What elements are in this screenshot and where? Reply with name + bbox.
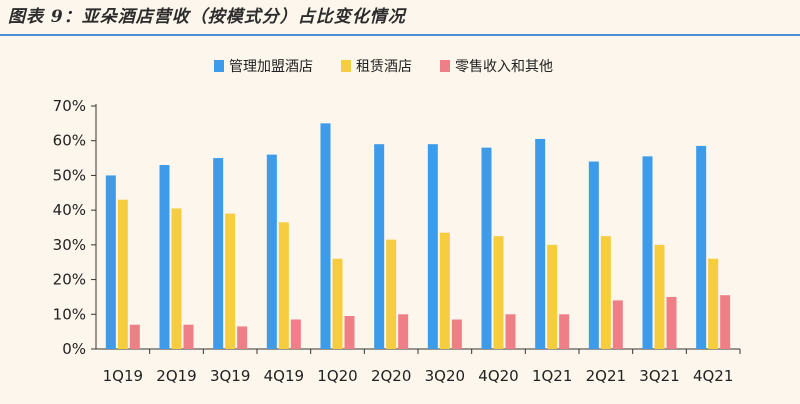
bar bbox=[290, 319, 301, 349]
x-tick-label: 4Q19 bbox=[264, 367, 304, 385]
bar bbox=[696, 145, 707, 349]
figure-title: 图表 9：亚朵酒店营收（按模式分）占比变化情况 bbox=[8, 7, 406, 27]
y-tick-label: 10% bbox=[53, 305, 86, 323]
bar bbox=[439, 232, 450, 349]
bar bbox=[225, 213, 236, 349]
y-tick-label: 0% bbox=[62, 340, 86, 358]
bar bbox=[159, 165, 170, 349]
bar bbox=[666, 296, 677, 349]
bar bbox=[117, 199, 128, 349]
bar bbox=[720, 295, 731, 349]
bar bbox=[493, 236, 504, 349]
title-divider bbox=[0, 34, 800, 36]
bar bbox=[654, 244, 665, 349]
bar bbox=[344, 316, 355, 349]
bar bbox=[559, 314, 570, 349]
bar bbox=[535, 138, 546, 349]
chart-legend: 管理加盟酒店 租赁酒店 零售收入和其他 bbox=[214, 59, 553, 75]
legend-swatch bbox=[440, 60, 450, 72]
bar bbox=[505, 314, 516, 349]
bar bbox=[278, 222, 289, 349]
x-tick-label: 4Q21 bbox=[693, 367, 733, 385]
x-tick-label: 2Q21 bbox=[586, 367, 626, 385]
legend-label: 租赁酒店 bbox=[356, 59, 412, 75]
bar bbox=[481, 147, 492, 349]
bar bbox=[612, 300, 623, 349]
x-tick-label: 4Q20 bbox=[478, 367, 518, 385]
bar bbox=[547, 244, 558, 349]
bar bbox=[386, 239, 397, 349]
x-tick-label: 3Q20 bbox=[425, 367, 465, 385]
legend-swatch bbox=[214, 60, 224, 72]
bar bbox=[183, 324, 194, 349]
bar bbox=[588, 161, 599, 349]
y-tick-label: 60% bbox=[53, 132, 86, 150]
bar bbox=[374, 144, 385, 349]
x-tick-label: 3Q21 bbox=[639, 367, 679, 385]
bar bbox=[320, 123, 331, 349]
bar bbox=[213, 158, 224, 349]
y-tick-label: 50% bbox=[53, 166, 86, 184]
y-tick-label: 70% bbox=[53, 97, 86, 115]
x-tick-label: 3Q19 bbox=[210, 367, 250, 385]
x-tick-label: 2Q19 bbox=[156, 367, 196, 385]
y-tick-label: 40% bbox=[53, 201, 86, 219]
bar bbox=[332, 258, 343, 349]
legend-label: 零售收入和其他 bbox=[455, 59, 553, 75]
x-tick-label: 1Q21 bbox=[532, 367, 572, 385]
bar bbox=[105, 175, 116, 349]
bar bbox=[708, 258, 719, 349]
bar bbox=[427, 144, 438, 349]
x-tick-label: 1Q19 bbox=[103, 367, 143, 385]
x-tick-label: 2Q20 bbox=[371, 367, 411, 385]
bar bbox=[266, 154, 277, 349]
legend-swatch bbox=[341, 60, 351, 72]
bar bbox=[451, 319, 462, 349]
bar bbox=[237, 326, 248, 349]
chart-axes: 0% 10% 20% 30% 40% 50% 60% 70% 1Q19 2Q19 3Q19 4Q19 1… bbox=[53, 97, 741, 385]
bar bbox=[171, 208, 182, 349]
y-tick-label: 30% bbox=[53, 236, 86, 254]
x-tick-label: 1Q20 bbox=[317, 367, 357, 385]
chart-bars bbox=[105, 123, 731, 349]
bar bbox=[600, 236, 611, 349]
legend-label: 管理加盟酒店 bbox=[229, 59, 313, 75]
bar bbox=[642, 156, 653, 349]
bar bbox=[129, 324, 140, 349]
bar bbox=[398, 314, 409, 349]
y-tick-label: 20% bbox=[53, 271, 86, 289]
